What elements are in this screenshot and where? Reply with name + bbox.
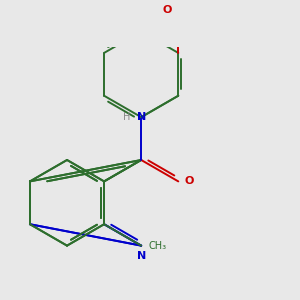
- Text: H: H: [123, 112, 130, 122]
- Text: CH₃: CH₃: [148, 241, 166, 250]
- Text: O: O: [163, 5, 172, 15]
- Text: N: N: [136, 251, 146, 261]
- Text: N: N: [136, 112, 146, 122]
- Text: O: O: [184, 176, 194, 186]
